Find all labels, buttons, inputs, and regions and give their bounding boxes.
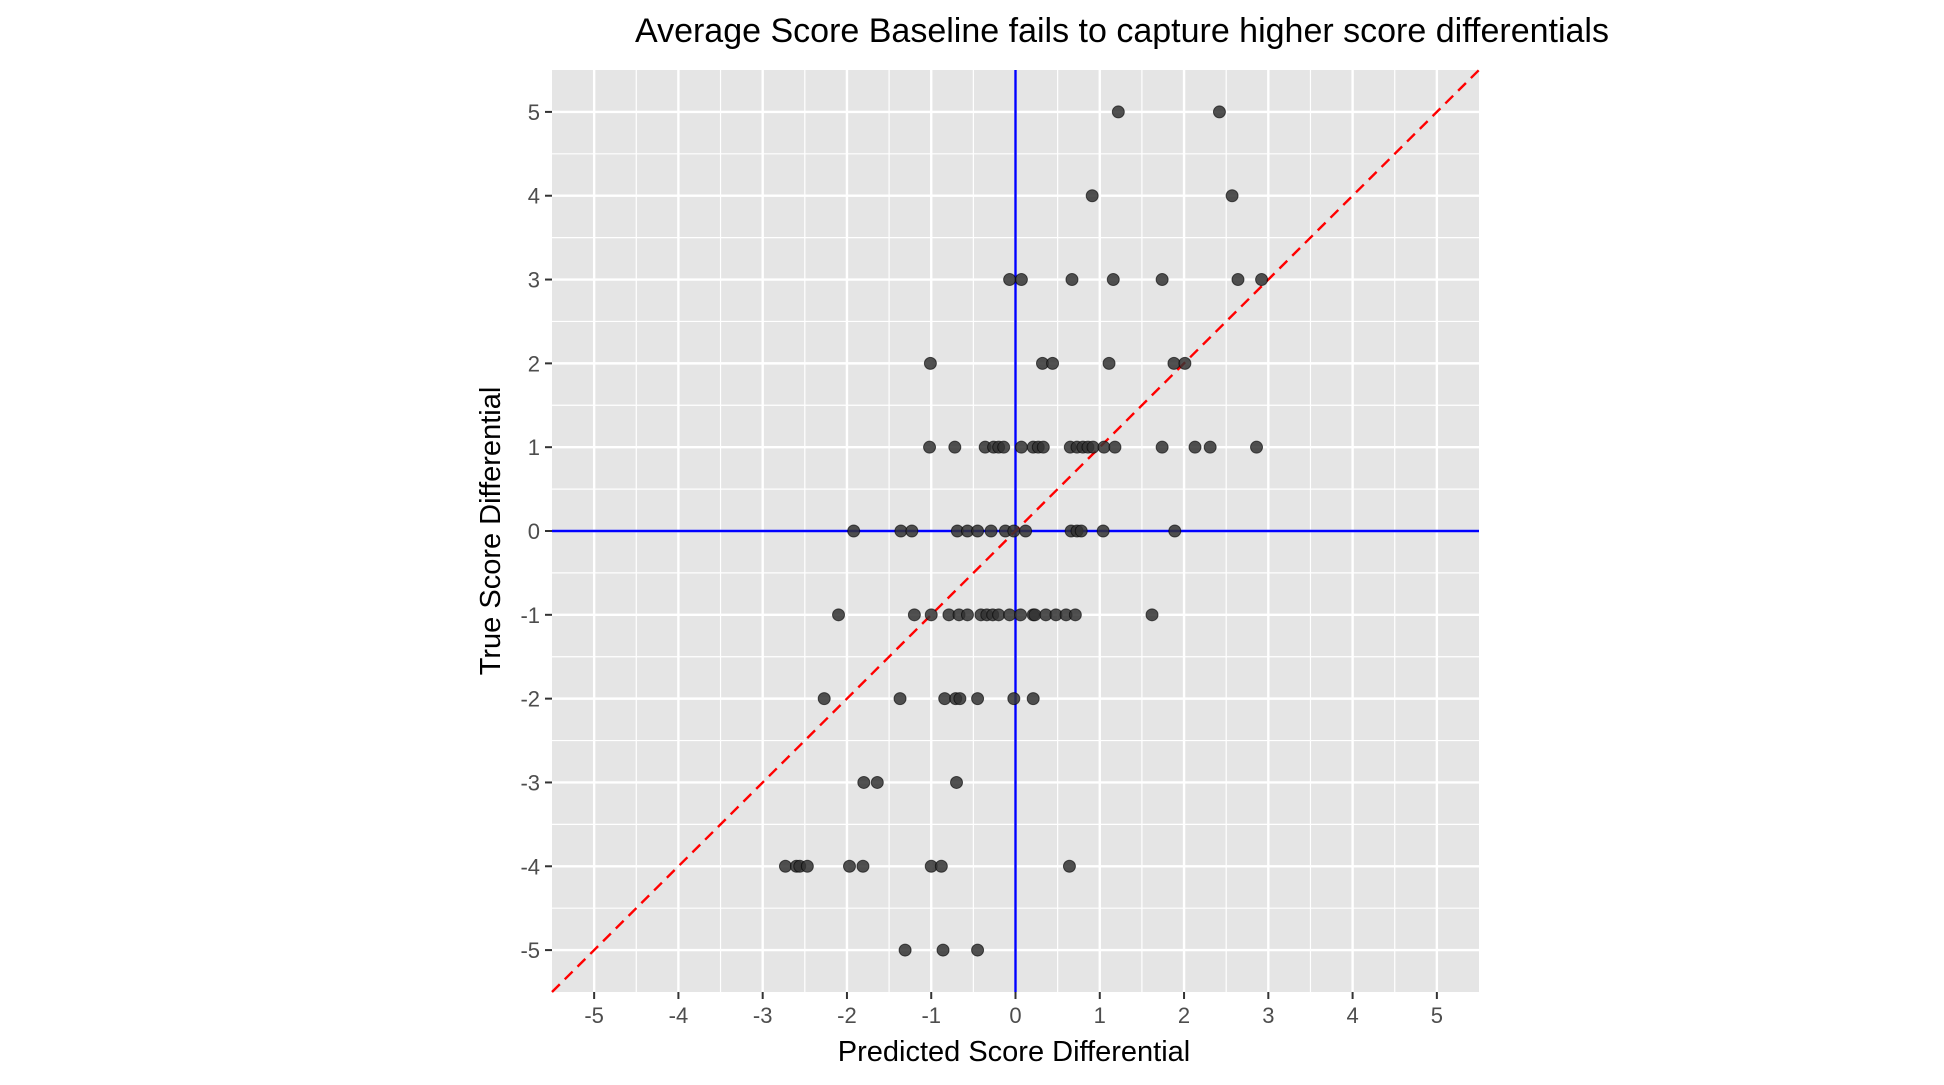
data-point (950, 775, 964, 789)
data-point (1108, 440, 1122, 454)
data-point (893, 692, 907, 706)
data-point (934, 859, 948, 873)
data-point (894, 524, 908, 538)
data-point (1188, 440, 1202, 454)
data-point (1065, 273, 1079, 287)
x-tick-label: 3 (1262, 1003, 1274, 1028)
data-point (842, 859, 856, 873)
data-point (938, 692, 952, 706)
data-point (1014, 273, 1028, 287)
data-point (1026, 692, 1040, 706)
data-point (1212, 105, 1226, 119)
data-point (1145, 608, 1159, 622)
data-point (905, 524, 919, 538)
x-tick-label: -1 (921, 1003, 941, 1028)
y-tick-label: 3 (528, 268, 540, 293)
data-point (997, 440, 1011, 454)
data-point (1074, 524, 1088, 538)
x-tick-label: -5 (584, 1003, 604, 1028)
data-point (992, 608, 1006, 622)
data-point (923, 440, 937, 454)
data-point (1014, 608, 1028, 622)
data-point (1046, 356, 1060, 370)
y-tick-label: 0 (528, 519, 540, 544)
data-point (923, 356, 937, 370)
data-point (1250, 440, 1264, 454)
data-point (800, 859, 814, 873)
data-point (1102, 356, 1116, 370)
data-point (1106, 273, 1120, 287)
y-tick-label: -4 (520, 854, 540, 879)
data-point (1255, 273, 1269, 287)
data-point (898, 943, 912, 957)
data-point (1003, 608, 1017, 622)
y-tick-label: -1 (520, 603, 540, 628)
data-point (960, 608, 974, 622)
data-point (1062, 859, 1076, 873)
data-point (1007, 524, 1021, 538)
y-tick-label: -2 (520, 687, 540, 712)
x-tick-label: -2 (837, 1003, 857, 1028)
data-point (1155, 273, 1169, 287)
x-tick-label: 1 (1094, 1003, 1106, 1028)
x-axis-label: Predicted Score Differential (838, 1036, 1190, 1068)
data-point (1111, 105, 1125, 119)
data-point (1019, 524, 1033, 538)
data-point (1036, 440, 1050, 454)
data-point (1167, 356, 1181, 370)
data-point (1168, 524, 1182, 538)
plot-panel: -5 -4 -3 -2 -1 0 1 2 3 4 5 -5 -4 -3 -2 -1 0 1 2 3 4 5 (520, 69, 1480, 1028)
data-point (924, 608, 938, 622)
data-point (984, 524, 998, 538)
y-tick-label: 2 (528, 351, 540, 376)
data-point (953, 692, 967, 706)
data-point (936, 943, 950, 957)
data-point (1225, 189, 1239, 203)
data-point (857, 775, 871, 789)
data-point (1068, 608, 1082, 622)
data-point (1085, 189, 1099, 203)
data-point (1007, 692, 1021, 706)
data-point (817, 692, 831, 706)
data-point (948, 440, 962, 454)
data-point (1086, 440, 1100, 454)
y-tick-label: -3 (520, 770, 540, 795)
y-tick-label: 1 (528, 435, 540, 460)
y-tick-label: -5 (520, 938, 540, 963)
data-point (971, 692, 985, 706)
data-point (1178, 356, 1192, 370)
x-tick-label: 5 (1431, 1003, 1443, 1028)
data-point (1096, 524, 1110, 538)
data-point (1014, 440, 1028, 454)
data-point (1231, 273, 1245, 287)
data-point (847, 524, 861, 538)
y-tick-label: 5 (528, 100, 540, 125)
y-tick-label: 4 (528, 184, 540, 209)
data-point (856, 859, 870, 873)
y-axis-label: True Score Differential (475, 387, 507, 676)
data-point (971, 943, 985, 957)
x-tick-label: -3 (753, 1003, 773, 1028)
data-point (870, 775, 884, 789)
data-point (832, 608, 846, 622)
data-point (971, 524, 985, 538)
data-point (1203, 440, 1217, 454)
data-point (907, 608, 921, 622)
x-tick-label: 4 (1346, 1003, 1358, 1028)
data-point (1003, 273, 1017, 287)
data-point (1028, 608, 1042, 622)
chart-title: Average Score Baseline fails to capture … (635, 12, 1609, 50)
data-point (1155, 440, 1169, 454)
data-point (778, 859, 792, 873)
x-tick-label: 0 (1009, 1003, 1021, 1028)
x-tick-label: 2 (1178, 1003, 1190, 1028)
data-point (1097, 440, 1111, 454)
x-tick-label: -4 (669, 1003, 689, 1028)
